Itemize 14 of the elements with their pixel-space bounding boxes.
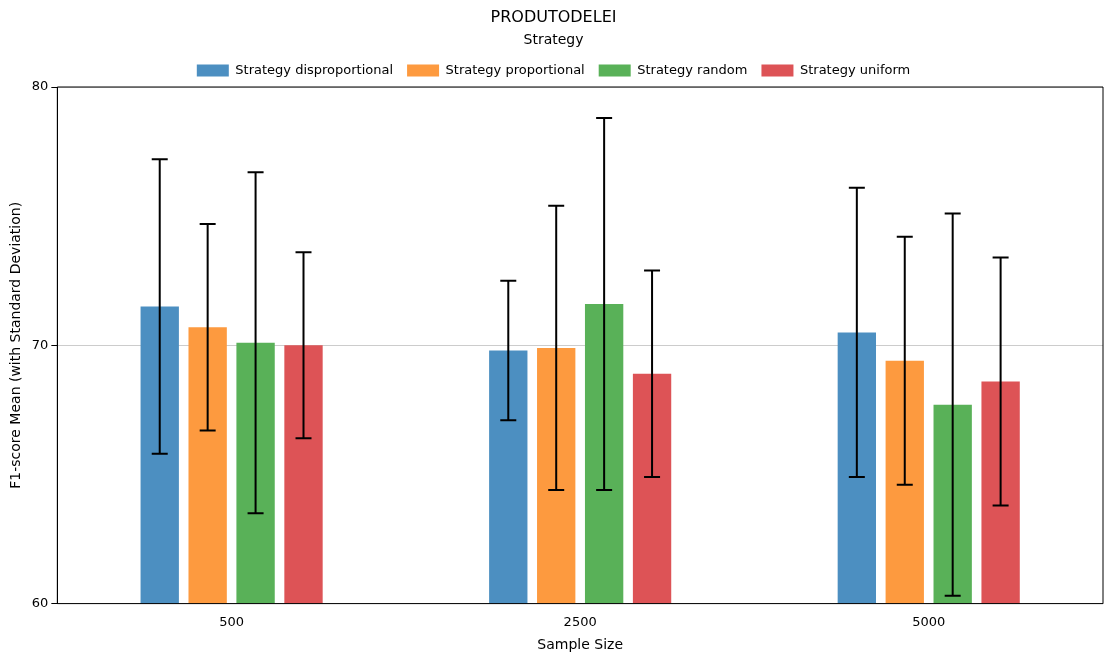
y-tick-label: 60: [31, 594, 49, 610]
x-tick-label: 5000: [912, 613, 946, 629]
legend-label: Strategy uniform: [799, 61, 911, 77]
y-tick-label: 70: [31, 336, 49, 352]
y-axis-title: F1-score Mean (with Standard Deviation): [7, 201, 24, 489]
legend-label: Strategy disproportional: [235, 61, 394, 77]
y-tick-label: 80: [31, 78, 49, 94]
x-tick-label: 2500: [563, 613, 597, 629]
x-tick-label: 500: [219, 613, 245, 629]
legend-label: Strategy proportional: [445, 61, 585, 77]
legend-label: Strategy random: [637, 61, 748, 77]
x-axis-title: Sample Size: [537, 636, 624, 653]
legend-title: Strategy: [523, 30, 584, 47]
chart-title: PRODUTODELEI: [490, 6, 617, 26]
